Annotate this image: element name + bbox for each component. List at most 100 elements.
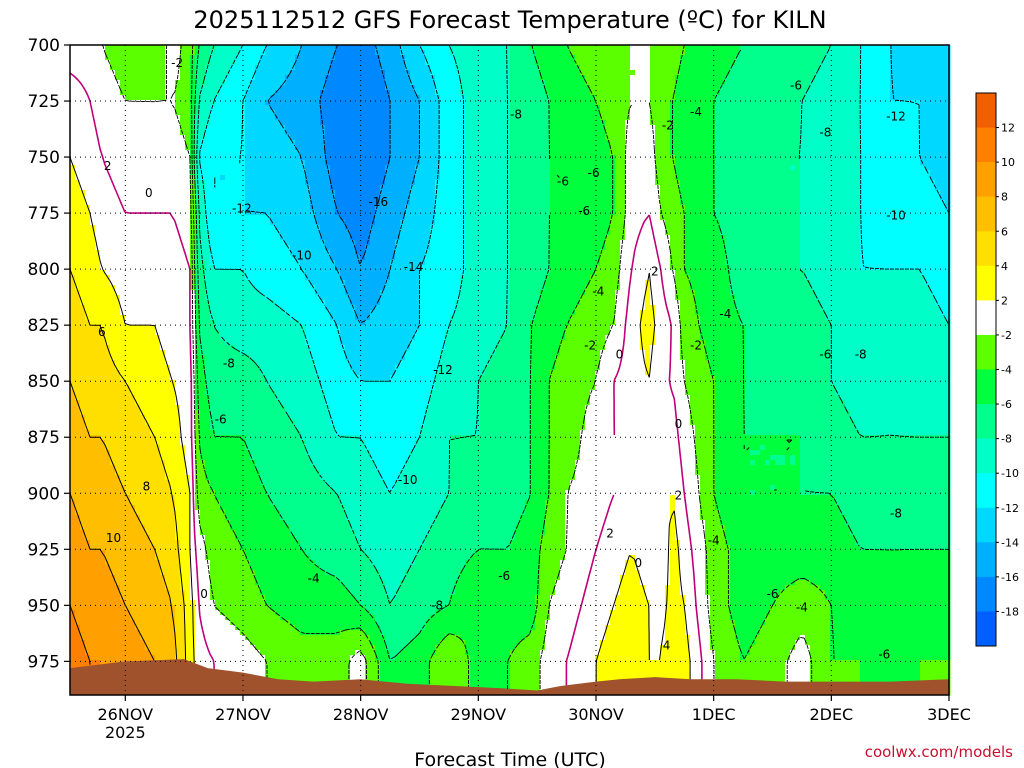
heat-cell (165, 410, 171, 416)
heat-cell (170, 330, 176, 336)
heat-cell (125, 585, 131, 591)
heat-cell (165, 315, 171, 321)
heat-cell (250, 370, 256, 376)
heat-cell (135, 290, 141, 296)
heat-cell (85, 270, 91, 276)
heat-cell (110, 470, 116, 476)
heat-cell (150, 350, 156, 356)
heat-cell (235, 400, 241, 406)
heat-cell (115, 560, 121, 566)
heat-cell (200, 410, 206, 416)
heat-cell (205, 495, 211, 501)
heat-cell (130, 630, 136, 636)
heat-cell (175, 350, 181, 356)
heat-cell (70, 200, 76, 206)
heat-cell (160, 305, 166, 311)
heat-cell (245, 390, 251, 396)
heat-cell (245, 590, 251, 596)
heat-cell (75, 475, 81, 481)
heat-cell (150, 110, 156, 116)
heat-cell (115, 250, 121, 256)
heat-cell (100, 565, 106, 571)
heat-cell (75, 345, 81, 351)
heat-cell (90, 410, 96, 416)
heat-cell (125, 170, 131, 176)
heat-cell (130, 115, 136, 121)
heat-cell (175, 445, 181, 451)
heat-cell (160, 110, 166, 116)
heat-cell (80, 470, 86, 476)
heat-cell (225, 230, 231, 236)
heat-cell (165, 330, 171, 336)
heat-cell (90, 440, 96, 446)
heat-cell (150, 470, 156, 476)
heat-cell (95, 445, 101, 451)
heat-cell (255, 600, 261, 606)
heat-cell (130, 145, 136, 151)
heat-cell (75, 445, 81, 451)
heat-cell (70, 655, 76, 661)
heat-cell (135, 260, 141, 266)
heat-cell (220, 255, 226, 261)
heat-cell (230, 275, 236, 281)
heat-cell (180, 160, 186, 166)
heat-cell (180, 265, 186, 271)
heat-cell (170, 200, 176, 206)
heat-cell (160, 60, 166, 66)
heat-cell (210, 520, 216, 526)
heat-cell (200, 150, 206, 156)
heat-cell (225, 175, 231, 181)
heat-cell (125, 200, 131, 206)
heat-cell (155, 150, 161, 156)
heat-cell (110, 245, 116, 251)
heat-cell (110, 630, 116, 636)
heat-cell (175, 375, 181, 381)
heat-cell (80, 495, 86, 501)
heat-cell (220, 205, 226, 211)
heat-cell (160, 280, 166, 286)
heat-cell (195, 510, 201, 516)
heat-cell (230, 560, 236, 566)
heat-cell (205, 420, 211, 426)
heat-cell (115, 115, 121, 121)
heat-cell (165, 245, 171, 251)
heat-cell (95, 575, 101, 581)
heat-cell (105, 200, 111, 206)
heat-cell (90, 290, 96, 296)
heat-cell (135, 535, 141, 541)
heat-cell (120, 630, 126, 636)
heat-cell (100, 445, 106, 451)
heat-cell (70, 260, 76, 266)
heat-cell (150, 55, 156, 61)
heat-cell (135, 315, 141, 321)
heat-cell (185, 395, 191, 401)
heat-cell (175, 450, 181, 456)
heat-cell (255, 375, 261, 381)
heat-cell (230, 280, 236, 286)
heat-cell (75, 640, 81, 646)
heat-cell (70, 105, 76, 111)
heat-cell (115, 175, 121, 181)
heat-cell (175, 265, 181, 271)
heat-cell (170, 565, 176, 571)
heat-cell (250, 125, 256, 131)
heat-cell (150, 610, 156, 616)
heat-cell (245, 80, 251, 86)
heat-cell (75, 110, 81, 116)
heat-cell (115, 45, 121, 51)
heat-cell (90, 360, 96, 366)
heat-cell (230, 145, 236, 151)
heat-cell (75, 350, 81, 356)
heat-cell (95, 415, 101, 421)
heat-cell (150, 450, 156, 456)
heat-cell (165, 500, 171, 506)
heat-cell (145, 405, 151, 411)
heat-cell (75, 595, 81, 601)
heat-cell (230, 425, 236, 431)
heat-cell (75, 365, 81, 371)
heat-cell (180, 520, 186, 526)
heat-cell (150, 515, 156, 521)
heat-cell (170, 345, 176, 351)
heat-cell (165, 165, 171, 171)
heat-cell (205, 370, 211, 376)
